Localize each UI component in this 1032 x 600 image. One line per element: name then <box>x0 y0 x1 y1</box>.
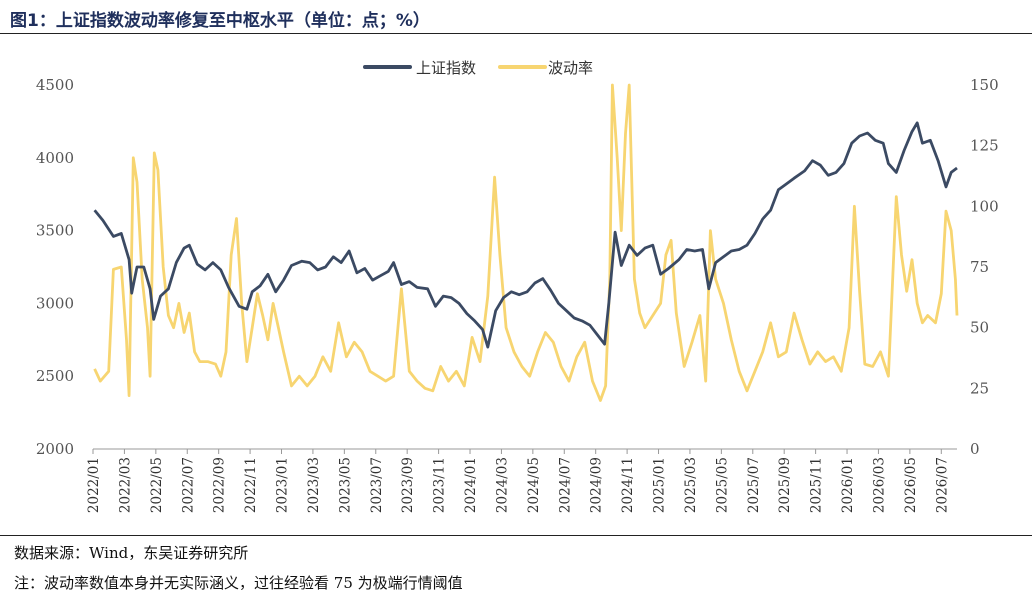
x-tick-label: 2025/05 <box>714 457 730 513</box>
x-tick-label: 2026/01 <box>840 457 856 513</box>
x-tick-label: 2026/05 <box>903 457 919 513</box>
x-tick-label: 2022/03 <box>117 457 133 513</box>
left-tick-label: 4500 <box>36 76 74 94</box>
right-tick-label: 25 <box>970 379 989 397</box>
x-tick-label: 2022/09 <box>212 457 228 513</box>
right-tick-label: 50 <box>970 319 989 337</box>
x-tick-label: 2023/09 <box>400 457 416 513</box>
x-tick-label: 2024/05 <box>526 457 542 513</box>
source-note: 数据来源：Wind，东吴证券研究所 <box>14 544 249 562</box>
right-tick-label: 75 <box>970 258 989 276</box>
left-tick-label: 4000 <box>36 149 74 167</box>
left-tick-label: 3500 <box>36 222 74 240</box>
x-tick-label: 2022/05 <box>149 457 165 513</box>
series-line-volatility <box>93 83 959 402</box>
left-tick-label: 3000 <box>36 294 74 312</box>
x-tick-label: 2022/11 <box>243 457 259 513</box>
x-tick-label: 2023/01 <box>275 457 291 513</box>
title-bar: 图1：上证指数波动率修复至中枢水平（单位：点；%） <box>0 0 1032 34</box>
left-y-axis: 2000 2500 3000 3500 4000 4500 <box>36 76 74 458</box>
x-tick-label: 2026/07 <box>934 457 950 513</box>
series-line-shanghai-index <box>93 121 958 349</box>
right-tick-label: 125 <box>970 137 999 155</box>
x-tick-label: 2024/07 <box>557 457 573 513</box>
threshold-note: 注：波动率数值本身并无实际涵义，过往经验看 75 为极端行情阈值 <box>14 574 463 592</box>
x-tick-label: 2023/05 <box>337 457 353 513</box>
x-tick-label: 2024/09 <box>589 457 605 513</box>
x-tick-label: 2024/01 <box>463 457 479 513</box>
legend-label-index: 上证指数 <box>416 59 476 77</box>
x-tick-label: 2025/11 <box>809 457 825 513</box>
x-tick-label: 2026/03 <box>871 457 887 513</box>
x-tick-label: 2024/03 <box>494 457 510 513</box>
legend: 上证指数 波动率 <box>363 59 593 77</box>
x-tick-label: 2023/11 <box>432 457 448 513</box>
x-tick-label: 2025/09 <box>777 457 793 513</box>
right-y-axis: 0 25 50 75 100 125 150 <box>970 76 999 458</box>
chart-area: 上证指数 波动率 2000 2500 3000 3500 4000 4500 0 25 50 7… <box>36 59 999 513</box>
x-tick-label: 2022/07 <box>180 457 196 513</box>
right-tick-label: 150 <box>970 76 999 94</box>
x-tick-label: 2022/01 <box>86 457 102 513</box>
x-tick-labels: 2022/01 2022/03 2022/05 2022/07 2022/09 2022/… <box>86 449 950 513</box>
x-tick-label: 2025/03 <box>683 457 699 513</box>
x-tick-label: 2025/01 <box>652 457 668 513</box>
x-tick-label: 2025/07 <box>746 457 762 513</box>
right-tick-label: 100 <box>970 197 999 215</box>
x-tick-label: 2024/11 <box>620 457 636 513</box>
x-tick-label: 2023/07 <box>369 457 385 513</box>
legend-label-vol: 波动率 <box>548 59 593 77</box>
left-tick-label: 2000 <box>36 440 74 458</box>
right-tick-label: 0 <box>970 440 980 458</box>
x-tick-label: 2023/03 <box>306 457 322 513</box>
footer-divider <box>0 535 1032 536</box>
left-tick-label: 2500 <box>36 367 74 385</box>
chart-title: 图1：上证指数波动率修复至中枢水平（单位：点；%） <box>10 11 430 31</box>
